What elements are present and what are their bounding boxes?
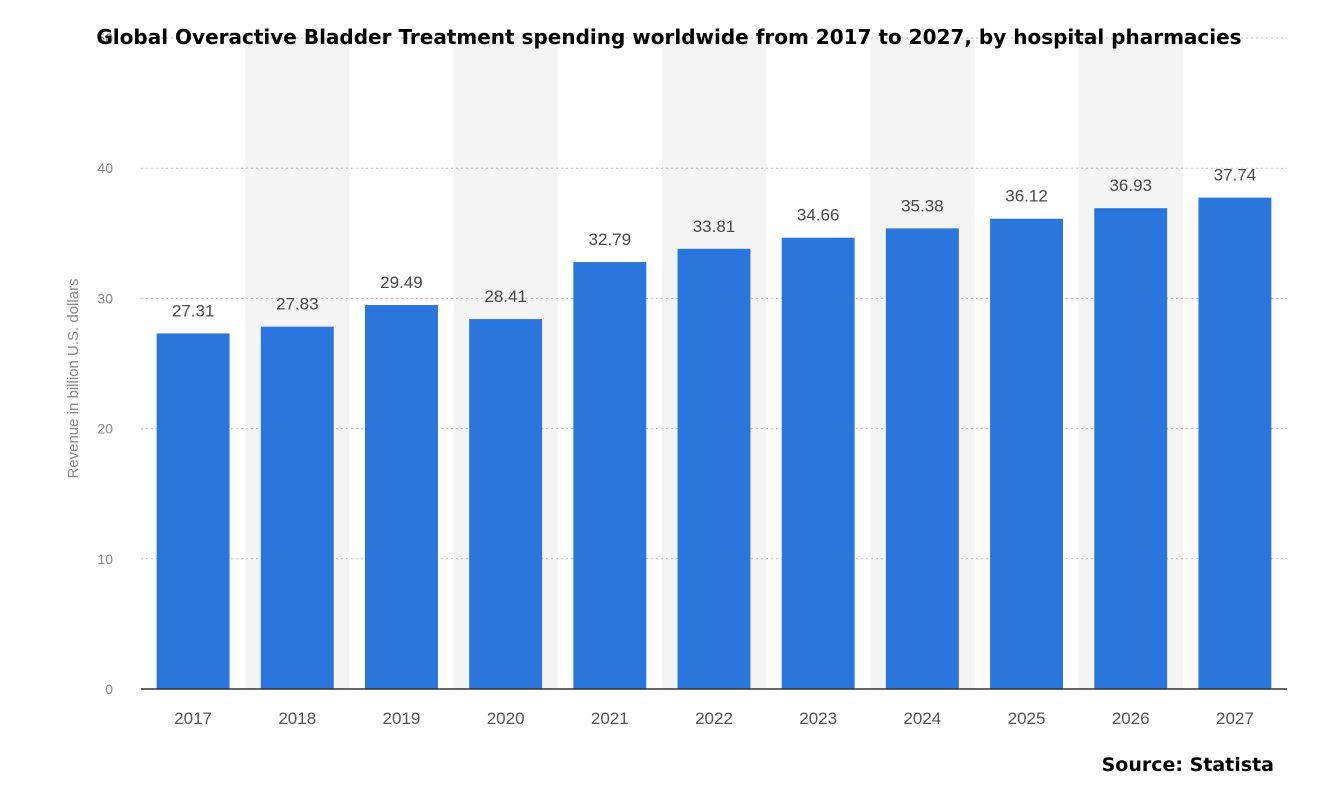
- y-tick-label: 10: [97, 551, 113, 567]
- bar-2022: [677, 248, 751, 689]
- y-tick-label: 50: [97, 30, 113, 46]
- x-tick-label: 2018: [278, 709, 316, 728]
- data-label: 32.79: [589, 230, 632, 249]
- bar-2026: [1094, 208, 1168, 690]
- x-tick-label: 2025: [1008, 709, 1046, 728]
- bar-2020: [469, 319, 543, 689]
- y-axis-ticks: 0 10 20 30 40 50: [97, 30, 113, 697]
- data-label: 29.49: [380, 273, 423, 292]
- bar-2023: [781, 237, 855, 689]
- bar-2027: [1198, 197, 1272, 690]
- bar-2018: [260, 326, 334, 689]
- data-label: 36.93: [1109, 176, 1152, 195]
- x-axis-ticks: 2017 2018 2019 2020 2021 2022 2023 2024 2025 2026…: [174, 709, 1254, 728]
- bar-2025: [990, 218, 1064, 690]
- data-label: 37.74: [1214, 166, 1257, 185]
- y-tick-label: 30: [97, 290, 113, 306]
- y-tick-label: 0: [105, 681, 113, 697]
- data-label: 35.38: [901, 196, 944, 215]
- x-tick-label: 2024: [903, 709, 941, 728]
- bar-2024: [885, 228, 959, 689]
- data-label: 36.12: [1005, 187, 1048, 206]
- y-axis-label: Revenue in billion U.S. dollars: [65, 278, 82, 478]
- x-tick-label: 2019: [383, 709, 421, 728]
- source-label: Source: Statista: [1102, 754, 1274, 776]
- data-labels: 27.31 27.83 29.49 28.41 32.79 33.81 34.66 35.38…: [172, 166, 1256, 321]
- data-label: 34.66: [797, 206, 840, 225]
- x-tick-label: 2020: [487, 709, 525, 728]
- data-label: 27.83: [276, 295, 319, 314]
- x-tick-label: 2022: [695, 709, 733, 728]
- chart-title: Global Overactive Bladder Treatment spen…: [96, 25, 1241, 49]
- y-tick-label: 20: [97, 421, 113, 437]
- bars: [156, 197, 1272, 690]
- data-label: 27.31: [172, 301, 215, 320]
- bar-2017: [156, 333, 230, 689]
- bar-2021: [573, 262, 647, 689]
- y-tick-label: 40: [97, 160, 113, 176]
- bar-2019: [364, 305, 438, 689]
- x-tick-label: 2027: [1216, 709, 1254, 728]
- x-tick-label: 2023: [799, 709, 837, 728]
- x-tick-label: 2026: [1112, 709, 1150, 728]
- x-tick-label: 2021: [591, 709, 629, 728]
- data-label: 28.41: [484, 287, 527, 306]
- data-label: 33.81: [693, 217, 736, 236]
- x-tick-label: 2017: [174, 709, 212, 728]
